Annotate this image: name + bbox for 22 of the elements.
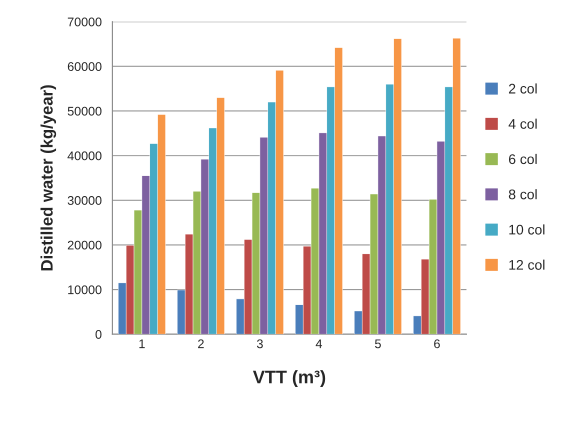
legend-label: 2 col [508,83,537,94]
y-tick-label: 40000 [68,151,102,160]
legend-label: 6 col [508,154,537,164]
legend-label: 4 col [508,118,537,129]
x-axis-title: VTT (m³) [252,370,326,387]
y-tick-label: 60000 [68,62,102,71]
y-tick-label: 20000 [68,240,102,250]
y-tick-label: 70000 [68,18,102,26]
x-tick-label: 4 [316,340,322,348]
x-tick-label: 6 [434,339,440,348]
x-tick-label: 3 [256,339,263,348]
legend-label: 12 col [509,260,544,270]
x-tick-label: 2 [198,339,204,348]
legend-label: 8 col [508,189,537,200]
y-tick-label: 30000 [68,196,102,205]
y-axis-title: Distilled water (kg/year) [40,85,56,270]
y-tick-label: 10000 [68,285,102,294]
y-tick-label: 50000 [68,106,102,116]
x-tick-label: 5 [374,340,381,348]
x-tick-label: 1 [139,340,145,348]
legend-label: 10 col [509,224,544,235]
y-tick-label: 0 [96,330,102,339]
